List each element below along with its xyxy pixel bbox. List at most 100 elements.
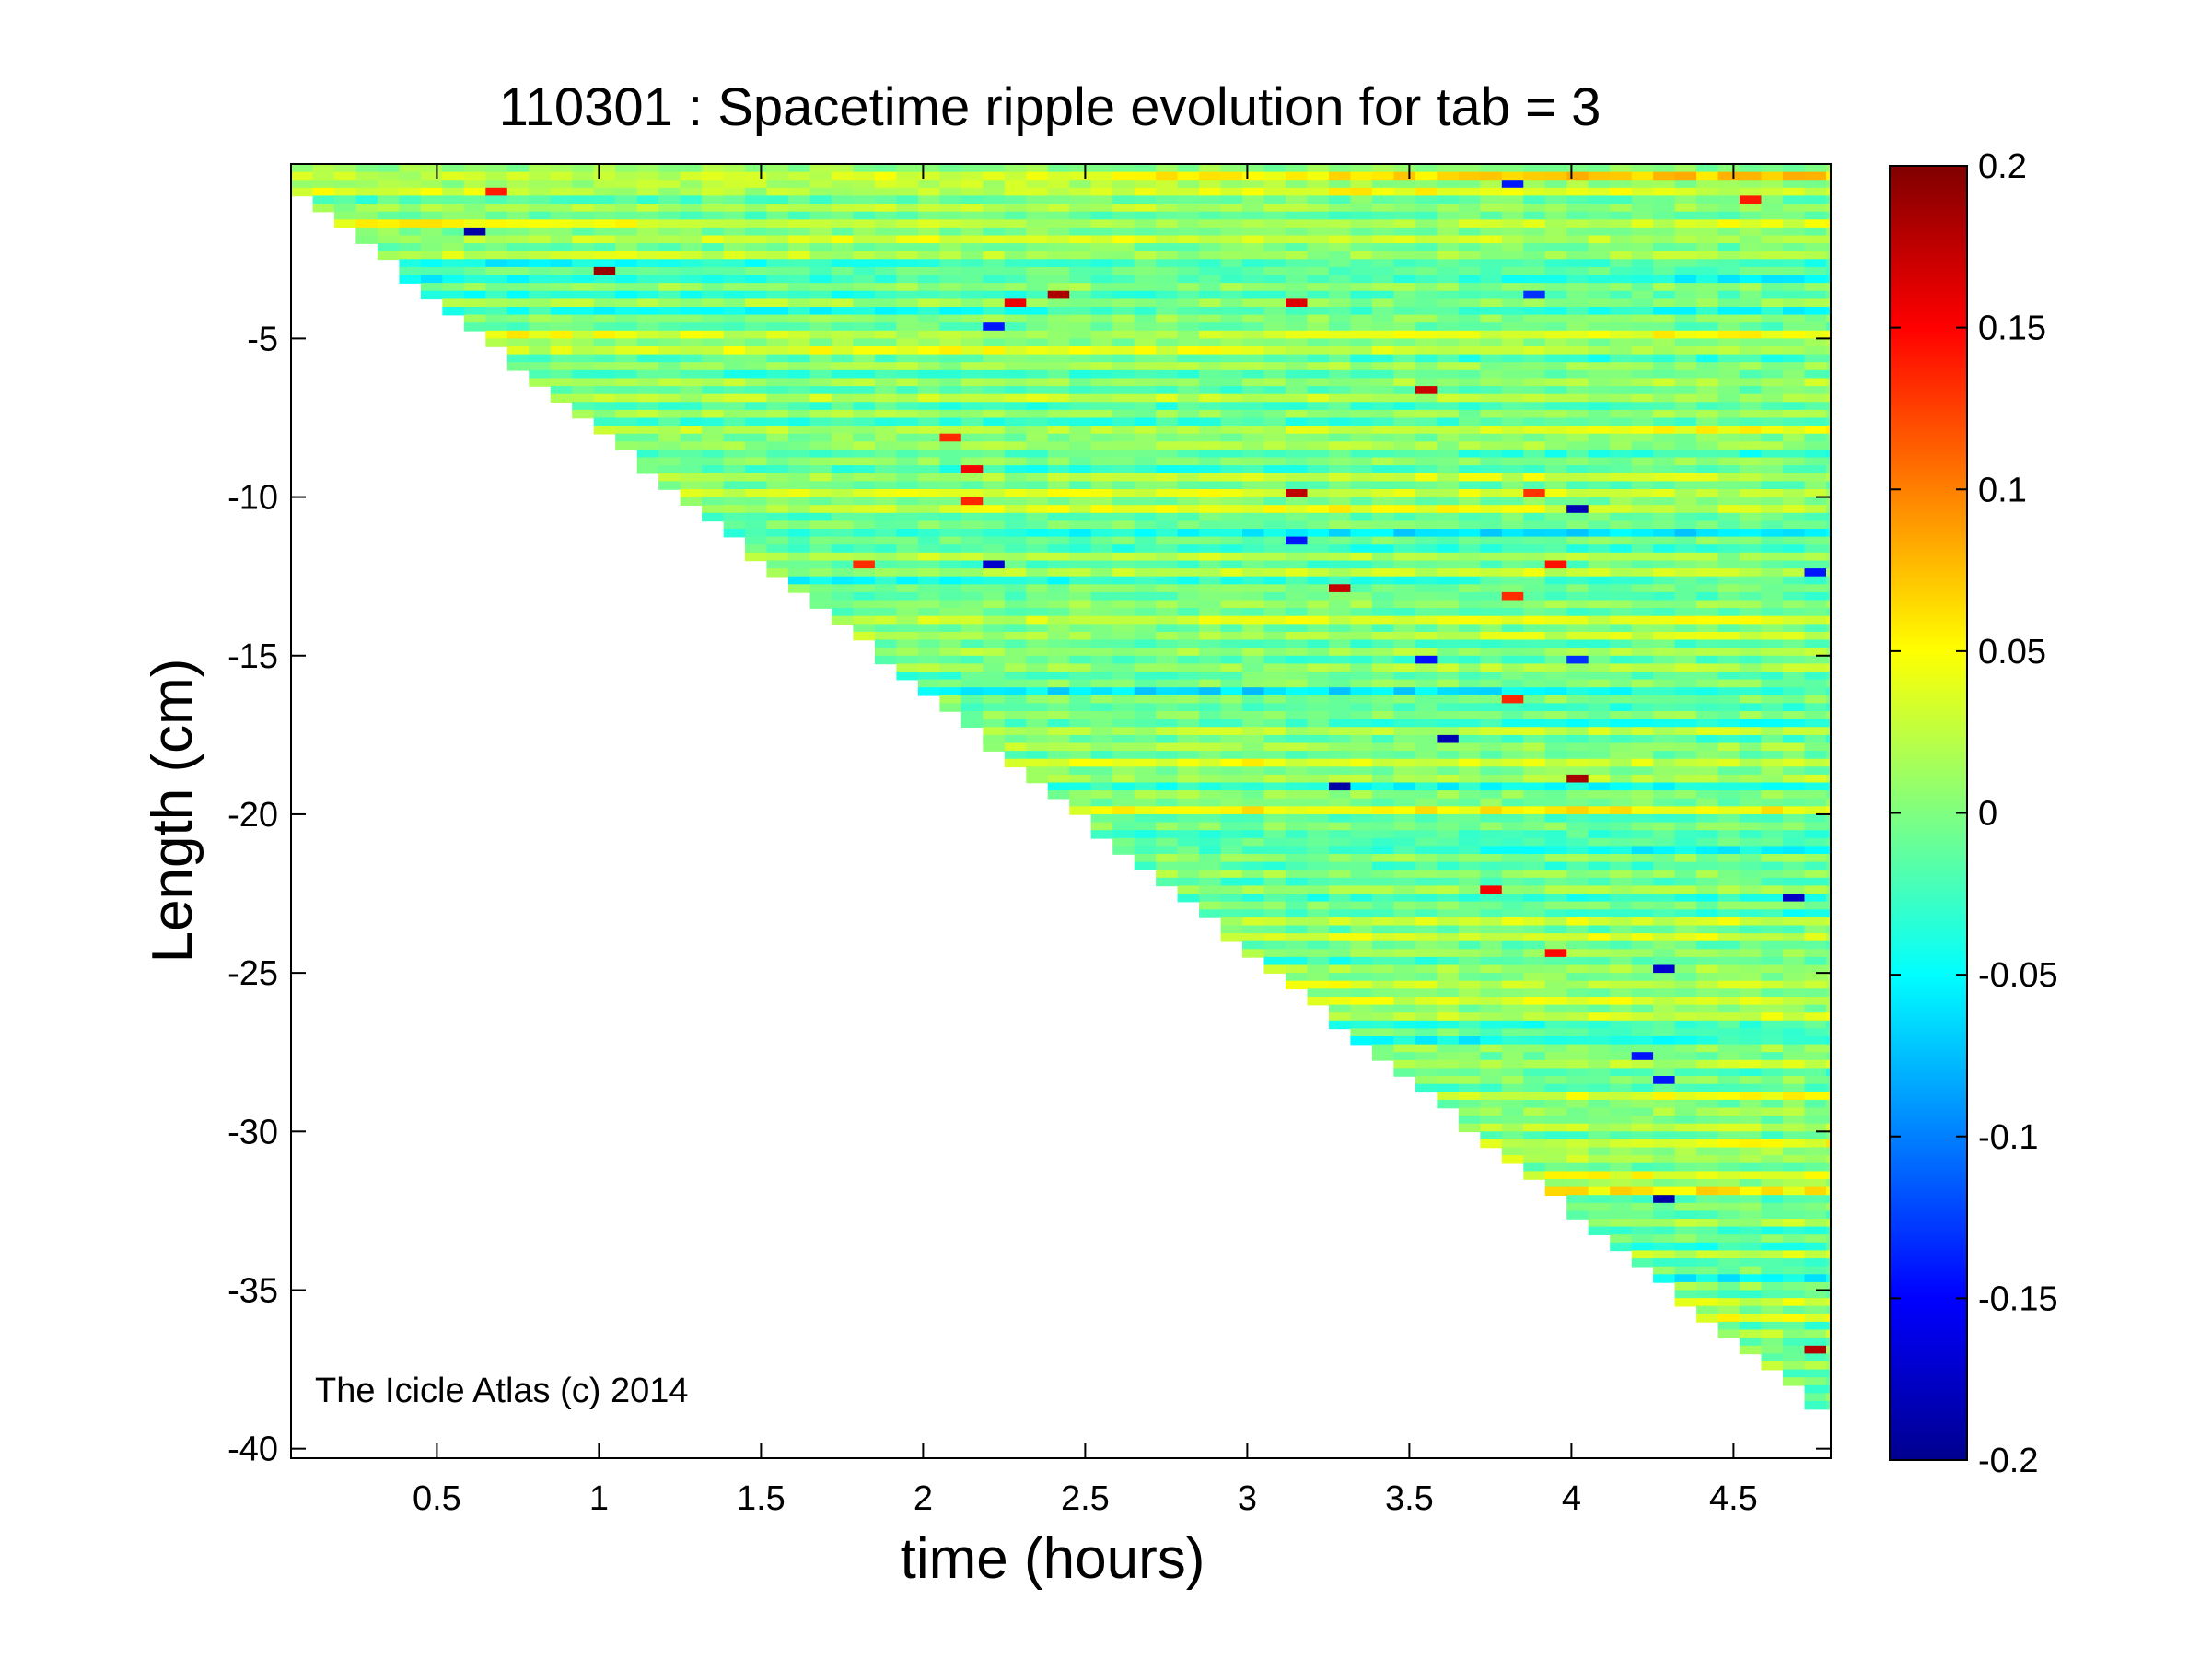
heatmap-cell	[1026, 369, 1049, 380]
heatmap-cell	[939, 266, 962, 276]
heatmap-cell	[1177, 854, 1200, 863]
heatmap-cell	[1415, 275, 1438, 284]
heatmap-cell	[1610, 211, 1633, 221]
heatmap-cell	[917, 219, 941, 228]
heatmap-cell	[636, 362, 659, 371]
heatmap-cell	[1177, 283, 1200, 292]
heatmap-cell	[1544, 600, 1567, 609]
heatmap-cell	[1026, 529, 1049, 538]
heatmap-cell	[1501, 180, 1525, 189]
heatmap-cell	[917, 204, 941, 213]
heatmap-cell	[1501, 973, 1525, 982]
heatmap-cell	[1588, 806, 1611, 815]
heatmap-cell	[874, 283, 898, 292]
heatmap-cell	[1696, 631, 1719, 641]
heatmap-cell	[1069, 473, 1092, 483]
heatmap-cell	[1631, 703, 1654, 712]
heatmap-cell	[1480, 369, 1503, 380]
heatmap-cell	[853, 544, 876, 554]
heatmap-cell	[1674, 591, 1697, 602]
heatmap-cell	[1069, 426, 1092, 435]
heatmap-cell	[1566, 870, 1589, 879]
heatmap-cell	[1437, 639, 1460, 648]
heatmap-cell	[1026, 695, 1049, 705]
heatmap-cell	[1653, 758, 1676, 768]
heatmap-cell	[960, 465, 984, 474]
heatmap-cell	[1199, 727, 1222, 736]
heatmap-cell	[1501, 695, 1525, 705]
heatmap-cell	[1393, 1059, 1416, 1069]
heatmap-cell	[809, 330, 832, 340]
heatmap-cell	[1566, 266, 1589, 276]
heatmap-cell	[1156, 870, 1179, 879]
heatmap-cell	[896, 338, 919, 347]
heatmap-cell	[960, 552, 984, 562]
heatmap-cell	[1653, 322, 1676, 332]
heatmap-cell	[1199, 703, 1222, 712]
heatmap-cell	[1371, 901, 1395, 910]
heatmap-cell	[1371, 307, 1395, 316]
heatmap-cell	[1286, 290, 1309, 300]
heatmap-cell	[399, 164, 422, 173]
heatmap-cell	[1156, 663, 1179, 672]
heatmap-cell	[1696, 591, 1719, 602]
heatmap-cell	[1696, 354, 1719, 363]
heatmap-cell	[1501, 386, 1525, 395]
heatmap-cell	[853, 568, 876, 578]
heatmap-cell	[1090, 409, 1113, 419]
heatmap-cell	[1069, 298, 1092, 308]
heatmap-cell	[896, 227, 919, 237]
heatmap-cell	[1588, 1116, 1611, 1125]
heatmap-cell	[636, 338, 659, 347]
heatmap-cell	[723, 266, 746, 276]
heatmap-cell	[1458, 940, 1482, 951]
heatmap-cell	[766, 369, 789, 380]
heatmap-cell	[1134, 520, 1157, 530]
heatmap-cell	[1004, 164, 1028, 173]
heatmap-cell	[1177, 894, 1200, 903]
heatmap-cell	[1242, 520, 1265, 530]
heatmap-cell	[1458, 164, 1482, 173]
heatmap-cell	[1696, 409, 1719, 419]
heatmap-cell	[1307, 576, 1330, 586]
heatmap-cell	[1090, 180, 1113, 189]
heatmap-cell	[874, 346, 898, 356]
heatmap-cell	[1371, 997, 1395, 1006]
heatmap-cell	[960, 529, 984, 538]
heatmap-cell	[291, 180, 314, 189]
heatmap-cell	[1199, 402, 1222, 411]
heatmap-cell	[1653, 806, 1676, 815]
heatmap-cell	[1523, 449, 1546, 459]
heatmap-cell	[1588, 1020, 1611, 1030]
heatmap-cell	[442, 235, 465, 244]
heatmap-cell	[593, 378, 616, 387]
heatmap-cell	[1329, 529, 1352, 538]
heatmap-cell	[809, 171, 832, 181]
heatmap-cell	[1696, 624, 1719, 633]
heatmap-cell	[1610, 1099, 1633, 1109]
heatmap-cell	[1501, 940, 1525, 951]
heatmap-cell	[939, 473, 962, 483]
heatmap-cell	[1674, 402, 1697, 411]
heatmap-cell	[809, 552, 832, 562]
heatmap-cell	[1177, 877, 1200, 887]
heatmap-cell	[442, 243, 465, 252]
heatmap-cell	[1047, 703, 1070, 712]
heatmap-cell	[1717, 393, 1740, 403]
heatmap-cell	[896, 615, 919, 625]
heatmap-cell	[1307, 894, 1330, 903]
heatmap-cell	[593, 204, 616, 213]
heatmap-cell	[1631, 457, 1654, 466]
heatmap-cell	[1047, 211, 1070, 221]
heatmap-cell	[1286, 187, 1309, 197]
heatmap-cell	[1286, 560, 1309, 569]
heatmap-cell	[896, 307, 919, 316]
heatmap-cell	[1134, 235, 1157, 244]
heatmap-cell	[1220, 854, 1243, 863]
heatmap-cell	[1371, 925, 1395, 934]
heatmap-cell	[809, 568, 832, 578]
heatmap-cell	[1696, 433, 1719, 443]
heatmap-cell	[1220, 298, 1243, 308]
heatmap-cell	[1242, 441, 1265, 450]
heatmap-cell	[1696, 520, 1719, 530]
